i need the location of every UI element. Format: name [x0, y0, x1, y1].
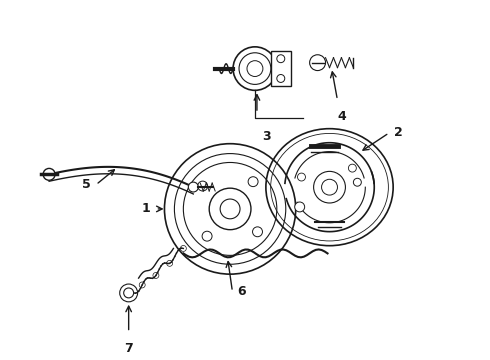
Text: 5: 5 [82, 178, 91, 191]
Circle shape [353, 178, 361, 186]
Circle shape [321, 179, 338, 195]
Text: 4: 4 [337, 110, 346, 123]
Circle shape [202, 231, 212, 241]
Circle shape [233, 47, 277, 90]
Text: 3: 3 [263, 130, 271, 143]
Text: 2: 2 [394, 126, 403, 139]
Text: 7: 7 [124, 342, 133, 355]
Circle shape [310, 55, 325, 71]
Circle shape [43, 168, 55, 180]
Circle shape [294, 202, 305, 212]
Text: 1: 1 [142, 202, 150, 215]
Bar [271, 51, 291, 86]
Circle shape [247, 61, 263, 76]
Text: 6: 6 [238, 285, 246, 298]
Circle shape [248, 177, 258, 186]
Circle shape [277, 75, 285, 82]
Circle shape [123, 288, 134, 298]
Circle shape [197, 181, 208, 191]
Circle shape [252, 227, 263, 237]
Circle shape [277, 55, 285, 63]
Circle shape [188, 182, 198, 192]
